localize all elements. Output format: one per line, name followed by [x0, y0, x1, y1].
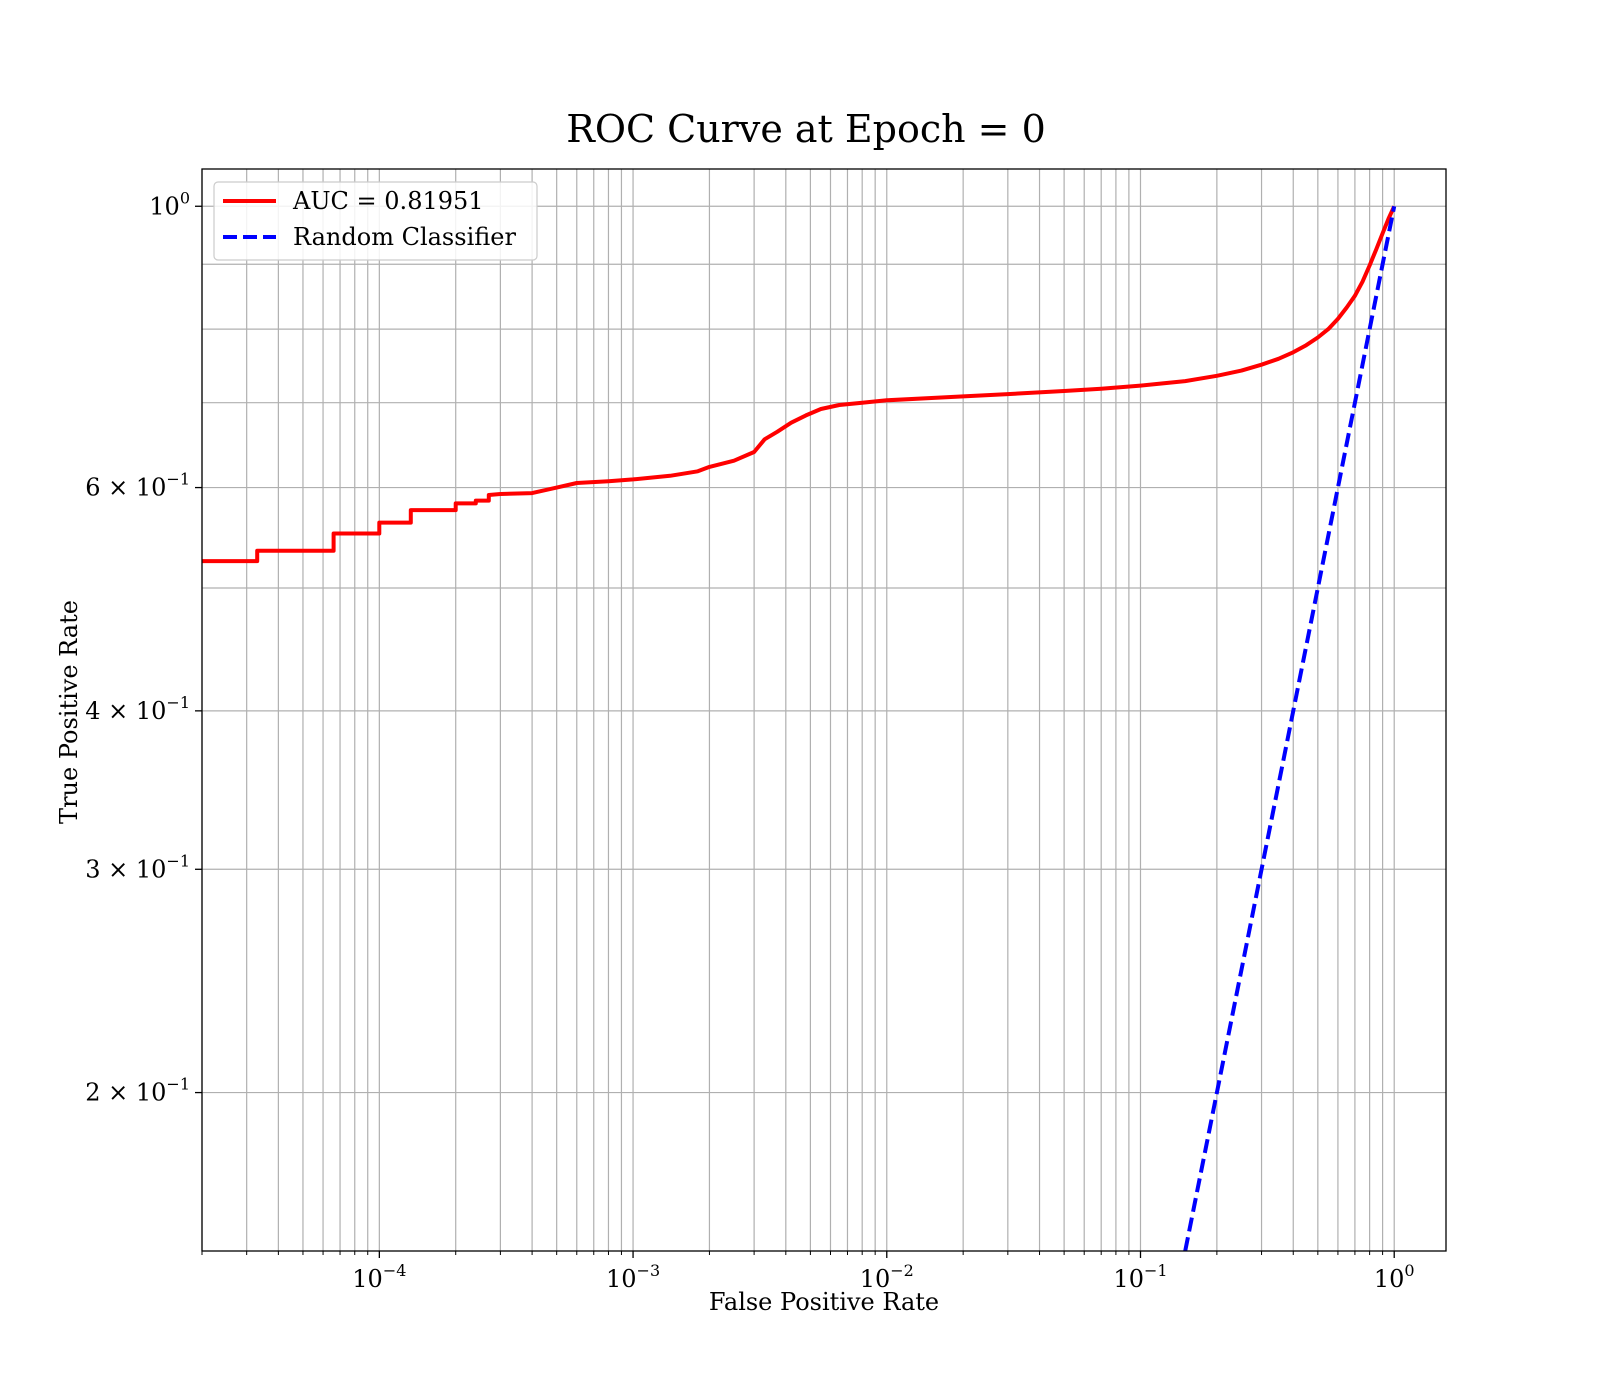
x-axis-ticks: 10−4 10−3 10−2 10−1 100: [201, 1251, 1415, 1293]
legend: AUC = 0.81951 Random Classifier: [213, 181, 538, 261]
grid-lines: [201, 169, 1446, 1251]
y-axis-label: True Positive Rate: [55, 600, 83, 824]
legend-label-auc: AUC = 0.81951: [292, 187, 484, 215]
y-tick-label: 3 × 10−1: [85, 851, 190, 883]
x-tick-label: 10−4: [352, 1261, 406, 1293]
random-classifier-line: [1183, 205, 1397, 1251]
roc-curve-line: [202, 205, 1397, 564]
x-axis-label: False Positive Rate: [709, 1288, 939, 1316]
legend-box: [213, 181, 538, 261]
y-axis-ticks: 100 6 × 10−1 4 × 10−1 3 × 10−1 2 × 10−1: [85, 188, 202, 1107]
x-tick-label: 10−1: [1113, 1261, 1167, 1293]
plot-frame: [201, 168, 1447, 1252]
chart-title: ROC Curve at Epoch = 0: [566, 107, 1046, 151]
x-tick-label: 10−2: [860, 1261, 914, 1293]
y-tick-label: 4 × 10−1: [85, 693, 190, 725]
legend-label-random: Random Classifier: [293, 223, 516, 251]
y-tick-label: 6 × 10−1: [85, 470, 190, 502]
x-tick-label: 10−3: [606, 1261, 660, 1293]
y-tick-label: 100: [149, 188, 190, 220]
x-tick-label: 100: [1374, 1261, 1415, 1293]
y-tick-label: 2 × 10−1: [85, 1075, 190, 1107]
series-layer: [202, 205, 1397, 1251]
